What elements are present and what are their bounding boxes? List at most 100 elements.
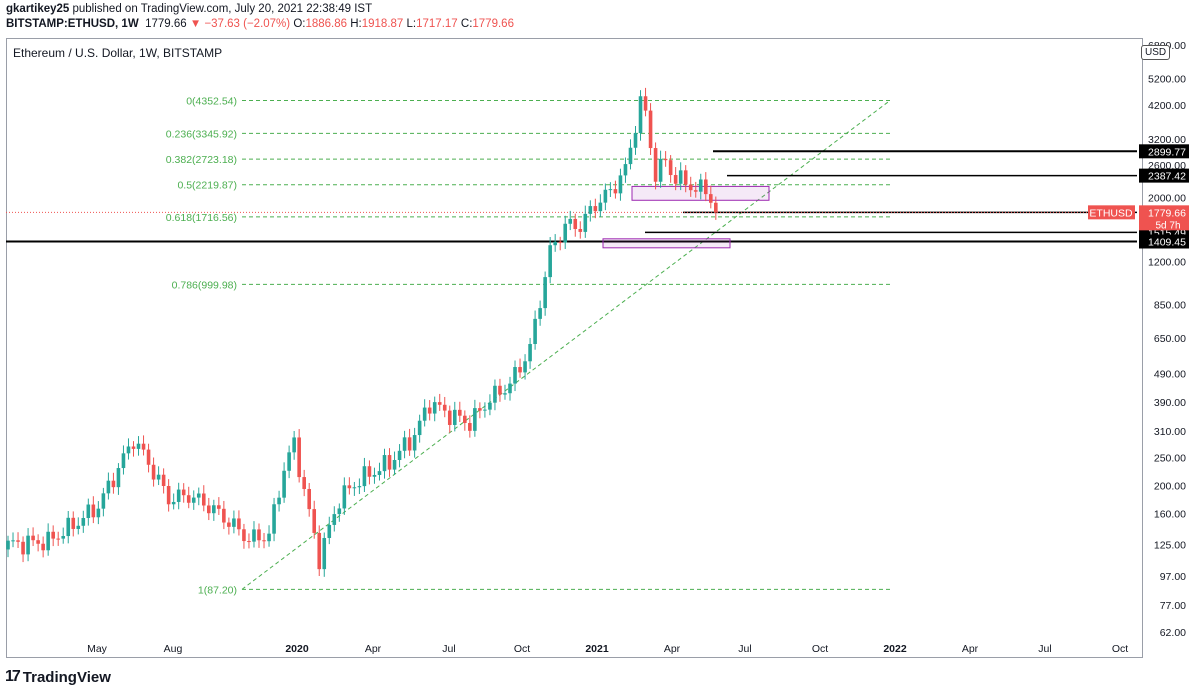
candle-body [101,493,106,509]
price-axis[interactable]: 6800.005200.004200.003200.002600.002000.… [1148,40,1186,639]
candle-body [176,489,181,502]
candle-body [322,537,327,570]
fib-level-label: 0.618(1716.56) [166,212,237,224]
candle-body [468,423,472,431]
fib-retracement[interactable]: 0(4352.54) 0.236(3345.92) 0.382(2723.18) 0.… [166,96,891,597]
candle-body [437,402,442,405]
candle-body [588,206,593,214]
fib-level-label: 0.786(999.98) [172,279,237,291]
y-tick-label: 1200.00 [1148,257,1186,269]
x-tick-label: Apr [962,643,979,655]
candle-body [473,408,477,431]
candle-body [583,213,588,232]
y-tick-label: 850.00 [1154,300,1186,312]
candle-body [342,485,347,509]
publisher-name[interactable]: gkartikey25 [6,3,70,15]
y-tick-label: 650.00 [1154,333,1186,345]
candle-body [131,446,136,449]
x-tick-label: Oct [812,643,828,655]
x-tick-label: 2022 [883,643,907,655]
candle-body [186,495,191,503]
fib-level-label: 0.5(2219.87) [177,180,237,192]
time-axis[interactable]: May Aug 2020 Apr Jul Oct 2021 Apr Jul Oct 2022 Apr J… [87,643,1128,655]
y-tick-label: 250.00 [1154,453,1186,465]
fib-level-label: 0.382(2723.18) [166,154,237,166]
x-tick-label: Apr [664,643,681,655]
y-tick-label: 200.00 [1154,481,1186,493]
currency-badge[interactable]: USD [1141,45,1171,60]
candle-body [658,158,663,182]
footer-brand[interactable]: 17 TradingView [5,668,111,686]
candle-body [407,437,412,451]
candle-body [558,241,562,243]
candle-body [151,464,156,480]
tradingview-logo-icon: 17 [5,668,21,685]
price-level-label-bg [1139,144,1189,159]
candle-body [357,486,362,488]
candle-body [447,410,452,425]
candle-body [26,535,30,555]
candle-body [503,393,507,395]
candle-body [86,504,91,518]
candle-body [76,525,81,529]
fib-level-label: 0(4352.54) [186,96,237,108]
candle-body [608,189,613,191]
chart-pane[interactable] [6,38,1143,658]
candle-body [452,409,457,425]
price-change: −37.63 (−2.07%) [204,18,291,30]
symbol-badge: ETHUSD [1089,207,1133,219]
candle-body [442,404,447,411]
candle-body [653,148,658,182]
candle-body [518,367,522,373]
publish-info: gkartikey25 published on TradingView.com… [6,3,372,15]
candle-body [166,485,171,505]
fib-trendline [241,100,891,590]
close-label: C: [460,18,473,30]
candle-body [643,96,648,111]
candle-body [422,407,427,421]
x-tick-label: 2021 [585,643,609,655]
y-tick-label: 490.00 [1154,369,1186,381]
candle-body [372,474,377,477]
candle-body [302,477,306,489]
close-value: 1779.66 [472,18,514,30]
candle-body [282,470,286,498]
ohlc-legend: BITSTAMP:ETHUSD, 1W 1779.66 ▼ −37.63 (−2… [6,18,514,30]
candle-body [678,170,683,184]
candle-body [412,435,417,451]
candle-body [463,415,467,424]
candle-body [563,223,568,243]
candle-body [498,385,502,395]
candle-body [337,508,342,515]
candle-body [402,437,407,451]
price-level-label: 2899.77 [1148,146,1186,158]
candle-body [668,160,673,176]
horizontal-lines[interactable] [6,150,1137,249]
candle-body [623,164,628,176]
candle-body [21,541,25,555]
candle-body [227,522,231,527]
y-tick-label: 97.00 [1160,571,1186,583]
candle-body [61,536,66,539]
candle-body [237,518,241,530]
price-level-label: 1409.45 [1148,236,1186,248]
candle-body [598,202,603,212]
candle-body [663,158,668,161]
candle-body [593,206,598,212]
candle-body [648,110,653,149]
candle-body [232,518,236,527]
candle-body [613,189,618,194]
candle-body [548,245,552,278]
candle-body [242,529,246,542]
candle-body [171,501,176,505]
y-tick-label: 310.00 [1154,426,1186,438]
candle-body [307,488,311,510]
low-label: L: [406,18,417,30]
candle-body [493,385,497,403]
candle-body [196,493,201,498]
change-arrow-icon: ▼ [189,18,202,30]
y-tick-label: 77.00 [1160,600,1186,612]
candle-body [387,455,392,470]
high-value: 1918.87 [361,18,404,30]
